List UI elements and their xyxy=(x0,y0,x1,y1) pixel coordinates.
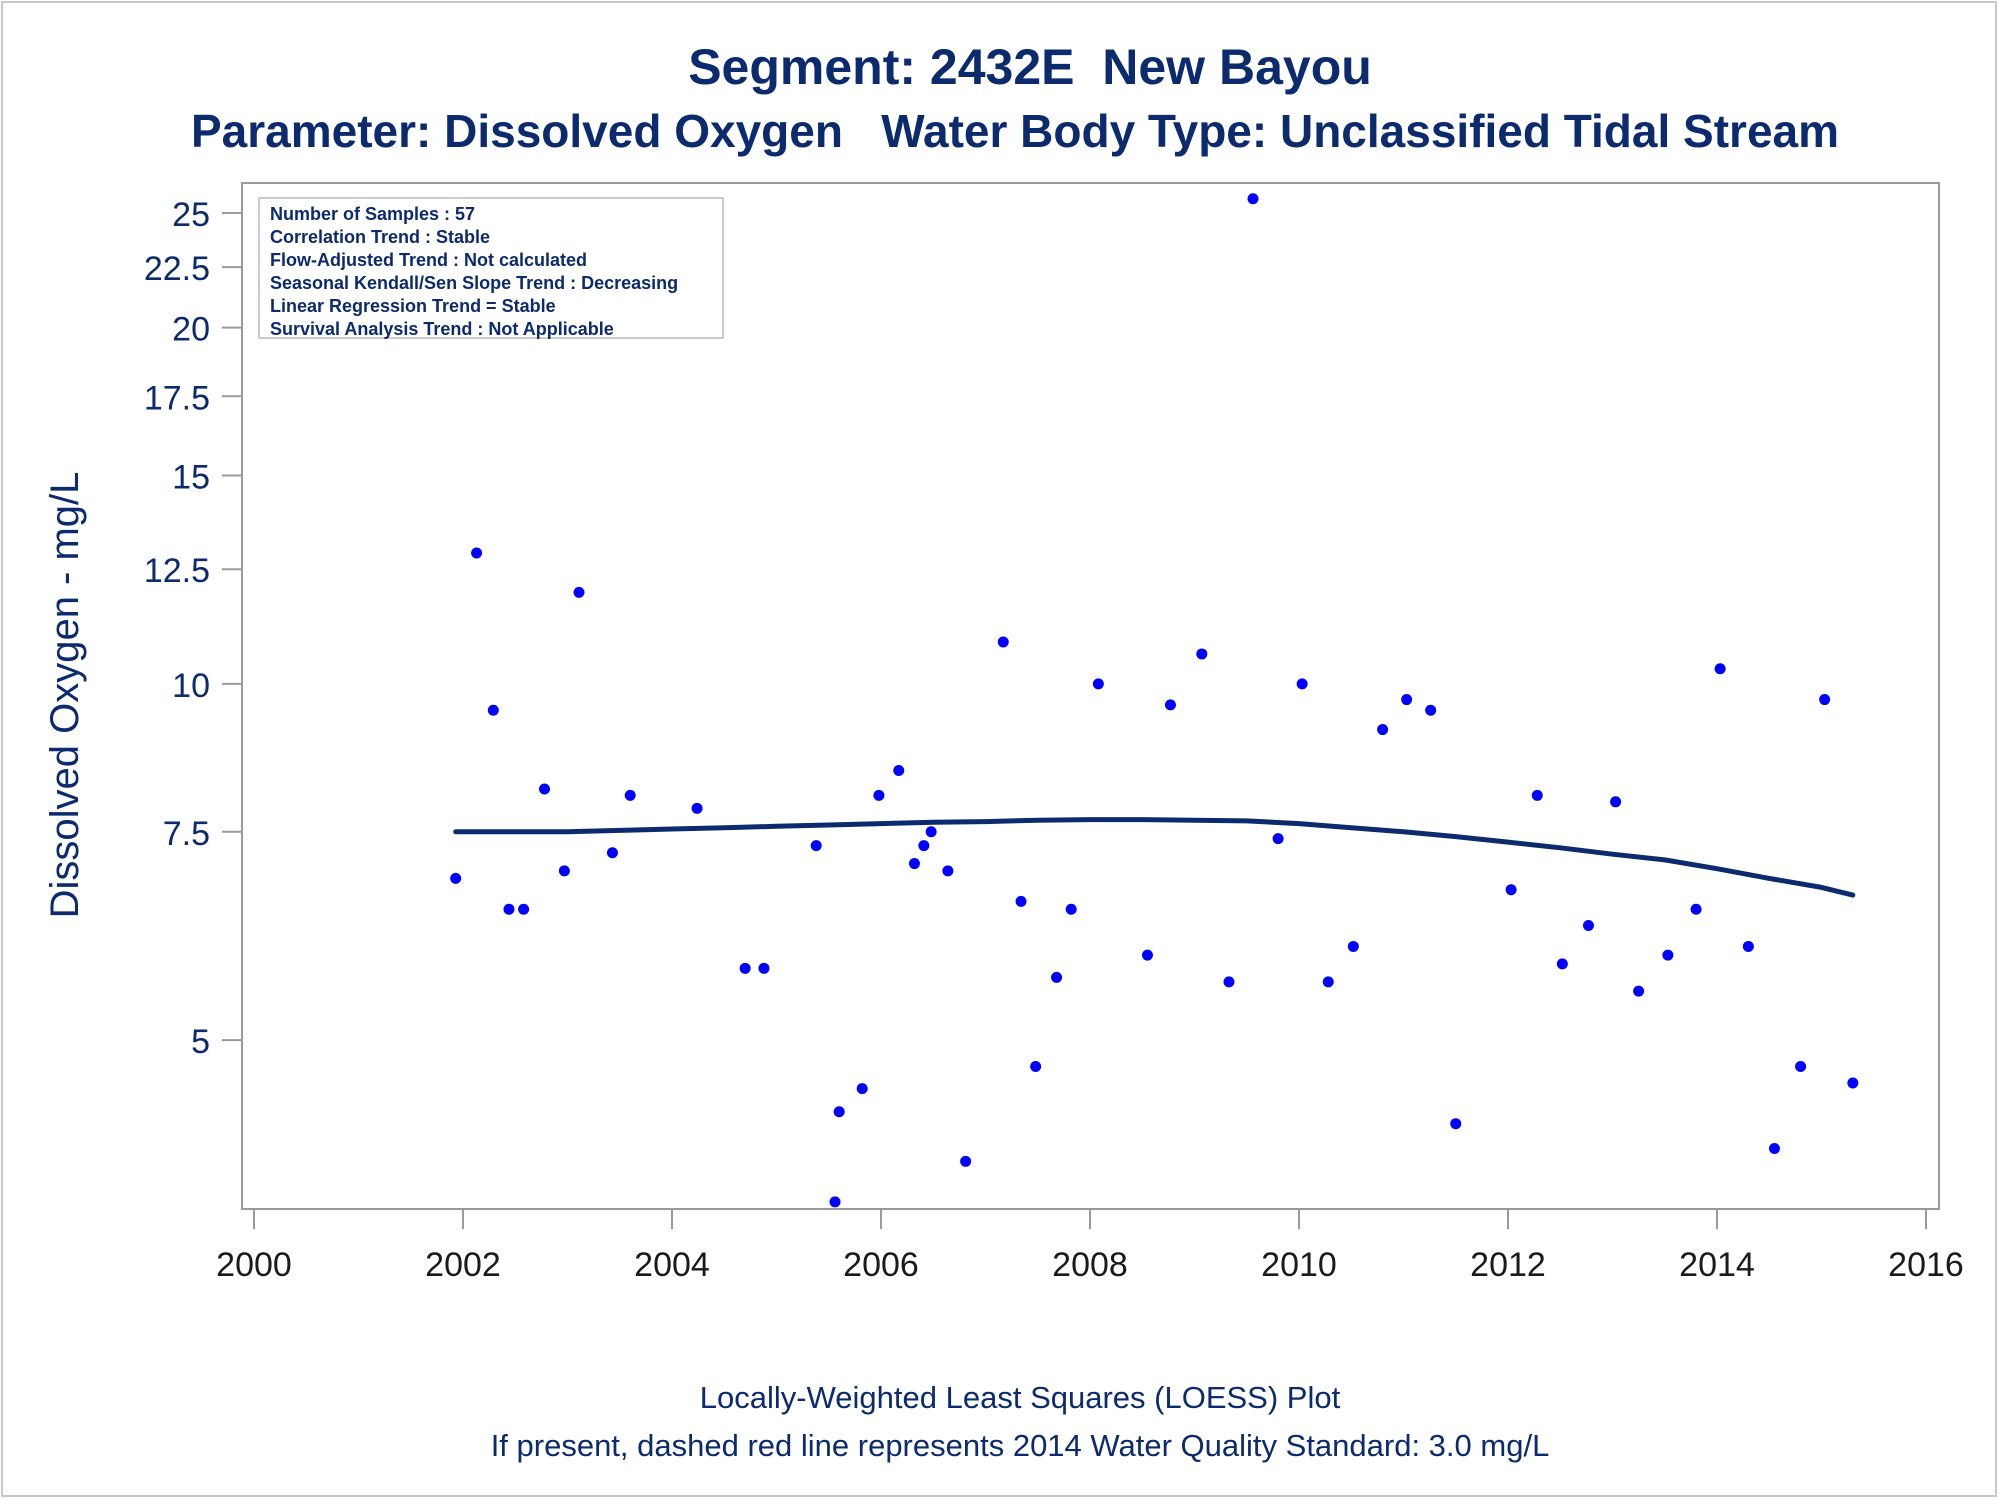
y-tick-label: 10 xyxy=(172,667,210,705)
loess-line xyxy=(453,817,1856,898)
data-point xyxy=(1223,976,1235,988)
stat-line: Linear Regression Trend = Stable xyxy=(270,296,556,316)
stat-line: Flow-Adjusted Trend : Not calculated xyxy=(270,250,588,270)
data-point xyxy=(960,1155,972,1167)
data-point xyxy=(1556,958,1568,970)
data-point xyxy=(450,872,462,884)
data-point xyxy=(1196,648,1208,660)
data-point xyxy=(1092,678,1104,690)
points-layer xyxy=(450,193,1859,1208)
data-point xyxy=(739,962,751,974)
data-point xyxy=(539,783,551,795)
x-tick-label: 2008 xyxy=(1052,1246,1128,1284)
data-point xyxy=(810,840,822,852)
data-point xyxy=(997,636,1009,648)
x-tick-label: 2002 xyxy=(425,1246,501,1284)
data-point xyxy=(624,789,636,801)
data-point xyxy=(1582,919,1594,931)
stat-line: Survival Analysis Trend : Not Applicable xyxy=(270,319,614,339)
data-point xyxy=(856,1083,868,1095)
data-point xyxy=(1425,704,1437,716)
y-tick-label: 17.5 xyxy=(144,379,210,417)
x-tick-label: 2006 xyxy=(843,1246,919,1284)
x-tick-label: 2004 xyxy=(634,1246,710,1284)
loess-layer xyxy=(453,817,1856,898)
data-point xyxy=(1141,949,1153,961)
y-axis: 5 7.5 10 12.5 15 17.5 20 22.5 25 xyxy=(144,196,242,1061)
data-point xyxy=(1662,949,1674,961)
data-point xyxy=(1742,940,1754,952)
chart-title: Segment: 2432E New Bayou xyxy=(688,39,1372,95)
data-point xyxy=(918,840,930,852)
data-point xyxy=(1633,985,1645,997)
x-tick-label: 2016 xyxy=(1888,1246,1964,1284)
stat-line: Correlation Trend : Stable xyxy=(270,227,491,247)
data-point xyxy=(1819,694,1831,706)
data-point xyxy=(1030,1061,1042,1073)
data-point xyxy=(487,704,499,716)
x-axis: 2000 2002 2004 2006 2008 2010 2012 2014 2016 xyxy=(216,1209,1964,1284)
data-point xyxy=(1531,789,1543,801)
data-point xyxy=(758,962,770,974)
data-point xyxy=(1015,895,1027,907)
data-point xyxy=(1505,884,1517,896)
data-point xyxy=(1690,903,1702,915)
y-tick-label: 25 xyxy=(172,196,210,234)
data-point xyxy=(1322,976,1334,988)
stat-line: Seasonal Kendall/Sen Slope Trend : Decre… xyxy=(270,273,679,293)
data-point xyxy=(942,865,954,877)
y-tick-label: 7.5 xyxy=(163,815,210,853)
footnote-standard: If present, dashed red line represents 2… xyxy=(490,1428,1550,1463)
data-point xyxy=(1768,1142,1780,1154)
data-point xyxy=(829,1196,841,1208)
data-point xyxy=(1247,193,1259,205)
data-point xyxy=(1347,940,1359,952)
data-point xyxy=(1377,724,1389,736)
data-point xyxy=(1065,903,1077,915)
data-point xyxy=(1272,833,1284,845)
data-point xyxy=(471,547,483,559)
footnote-method: Locally-Weighted Least Squares (LOESS) P… xyxy=(699,1380,1341,1415)
y-tick-label: 22.5 xyxy=(144,250,210,288)
y-tick-label: 5 xyxy=(191,1023,210,1061)
data-point xyxy=(573,586,585,598)
data-point xyxy=(873,789,885,801)
data-point xyxy=(1610,796,1622,808)
x-tick-label: 2014 xyxy=(1679,1246,1755,1284)
data-point xyxy=(893,764,905,776)
data-point xyxy=(925,826,937,838)
data-point xyxy=(1296,678,1308,690)
y-tick-label: 15 xyxy=(172,458,210,496)
data-point xyxy=(1401,694,1413,706)
y-tick-label: 12.5 xyxy=(144,552,210,590)
x-tick-label: 2010 xyxy=(1261,1246,1337,1284)
data-point xyxy=(558,865,570,877)
data-point xyxy=(1795,1061,1807,1073)
data-point xyxy=(833,1106,845,1118)
stat-line: Number of Samples : 57 xyxy=(270,204,476,224)
trend-statistics-box: Number of Samples : 57 Correlation Trend… xyxy=(258,197,724,339)
data-point xyxy=(1051,971,1063,983)
data-point xyxy=(606,847,618,859)
data-point xyxy=(518,903,530,915)
x-tick-label: 2012 xyxy=(1470,1246,1546,1284)
data-point xyxy=(1714,663,1726,675)
y-axis-label: Dissolved Oxygen - mg/L xyxy=(43,472,87,919)
x-tick-label: 2000 xyxy=(216,1246,292,1284)
data-point xyxy=(1164,699,1176,711)
data-point xyxy=(691,802,703,814)
data-point xyxy=(1450,1118,1462,1130)
chart-subtitle: Parameter: Dissolved Oxygen Water Body T… xyxy=(190,105,1840,157)
data-point xyxy=(1847,1077,1859,1089)
data-point xyxy=(503,903,515,915)
data-point xyxy=(908,858,920,870)
y-tick-label: 20 xyxy=(172,311,210,349)
